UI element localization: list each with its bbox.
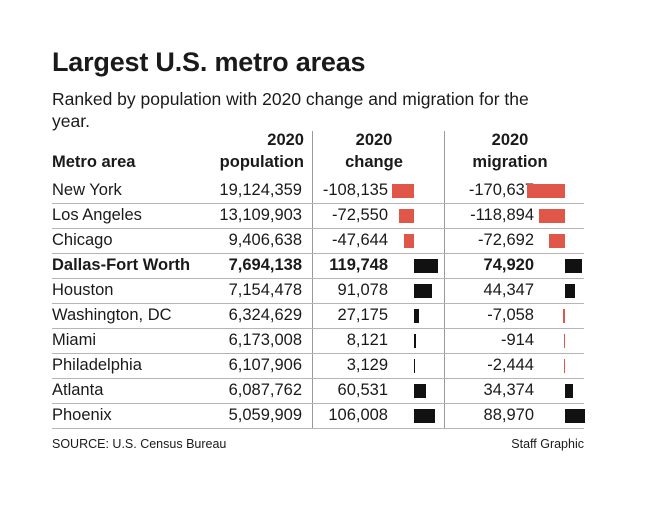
table-row: Los Angeles 13,109,903 -72,550 -118,894 [52,203,584,229]
migration-value: 88,970 [483,406,534,424]
migration-bar [538,209,565,223]
header-change-line1: 2020 [355,131,393,149]
table-row: Dallas-Fort Worth 7,694,138 119,748 74,920 [52,253,584,279]
change-bar [414,409,436,423]
population-value: 19,124,359 [219,181,302,199]
migration-value: 44,347 [483,281,534,299]
population-value: 6,087,762 [228,381,302,399]
source-note: SOURCE: U.S. Census Bureau [52,437,227,451]
table-row: Philadelphia 6,107,906 3,129 -2,444 [52,353,584,379]
migration-value: -2,444 [487,356,534,374]
change-value: -47,644 [332,231,388,249]
staff-credit: Staff Graphic [511,437,584,451]
change-bar [404,234,414,248]
population-value: 6,324,629 [228,306,302,324]
metro-name: Houston [52,281,114,299]
migration-bar [565,259,582,273]
header-migration: 2020 migration [448,129,572,173]
migration-value: -170,637 [468,181,534,199]
change-bar [414,284,433,298]
column-divider-migration [444,131,445,428]
change-value: 8,121 [346,331,388,349]
chart-title: Largest U.S. metro areas [52,47,366,77]
header-population-line1: 2020 [267,131,304,149]
metro-name: Chicago [52,231,113,249]
population-value: 7,694,138 [228,256,302,274]
migration-bar [563,309,565,323]
migration-bar [565,409,585,423]
header-change-line2: change [345,153,403,171]
migration-bar [548,234,565,248]
change-value: -72,550 [332,206,388,224]
chart-subtitle: Ranked by population with 2020 change an… [52,89,529,131]
table-row: Houston 7,154,478 91,078 44,347 [52,278,584,304]
change-bar [399,209,414,223]
table-row: Chicago 9,406,638 -47,644 -72,692 [52,228,584,254]
table-row: New York 19,124,359 -108,135 -170,637 [52,178,584,204]
change-value: 91,078 [337,281,388,299]
change-bar [414,359,415,373]
migration-bar [564,359,565,373]
migration-value: -7,058 [487,306,534,324]
header-change: 2020 change [318,129,430,173]
change-bar [414,384,427,398]
metro-name: Atlanta [52,381,104,399]
change-value: 119,748 [329,256,388,274]
metro-name: Miami [52,331,96,349]
migration-value: 74,920 [483,256,534,274]
migration-value: 34,374 [483,381,534,399]
metro-name: New York [52,181,122,199]
change-bar [414,334,416,348]
change-bar [414,309,420,323]
column-divider-change [312,131,313,428]
change-value: 27,175 [337,306,388,324]
population-value: 5,059,909 [228,406,302,424]
metro-name: Washington, DC [52,306,172,324]
population-value: 9,406,638 [228,231,302,249]
migration-bar [565,384,573,398]
migration-value: -118,894 [470,206,534,224]
population-value: 6,107,906 [228,356,302,374]
metro-name: Phoenix [52,406,112,424]
metro-name: Dallas-Fort Worth [52,256,191,274]
migration-bar [565,284,575,298]
population-value: 13,109,903 [219,206,302,224]
migration-bar [564,334,565,348]
header-population: 2020 population [200,129,304,173]
change-bar [414,259,438,273]
migration-value: -72,692 [478,231,534,249]
table-row: Atlanta 6,087,762 60,531 34,374 [52,378,584,404]
migration-bar [527,184,565,198]
change-value: 106,008 [328,406,388,424]
table-row: Miami 6,173,008 8,121 -914 [52,328,584,354]
change-value: 3,129 [346,356,388,374]
header-metro: Metro area [52,153,136,171]
change-value: -108,135 [322,181,388,199]
population-value: 7,154,478 [228,281,302,299]
population-value: 6,173,008 [228,331,302,349]
table-row: Phoenix 5,059,909 106,008 88,970 [52,403,585,429]
header-migration-line1: 2020 [491,131,529,149]
metro-name: Philadelphia [52,356,142,374]
change-bar [392,184,414,198]
header-migration-line2: migration [472,153,548,171]
migration-value: -914 [500,331,534,349]
header-population-line2: population [219,153,304,171]
change-value: 60,531 [337,381,388,399]
table-row: Washington, DC 6,324,629 27,175 -7,058 [52,303,584,329]
metro-name: Los Angeles [52,206,142,224]
